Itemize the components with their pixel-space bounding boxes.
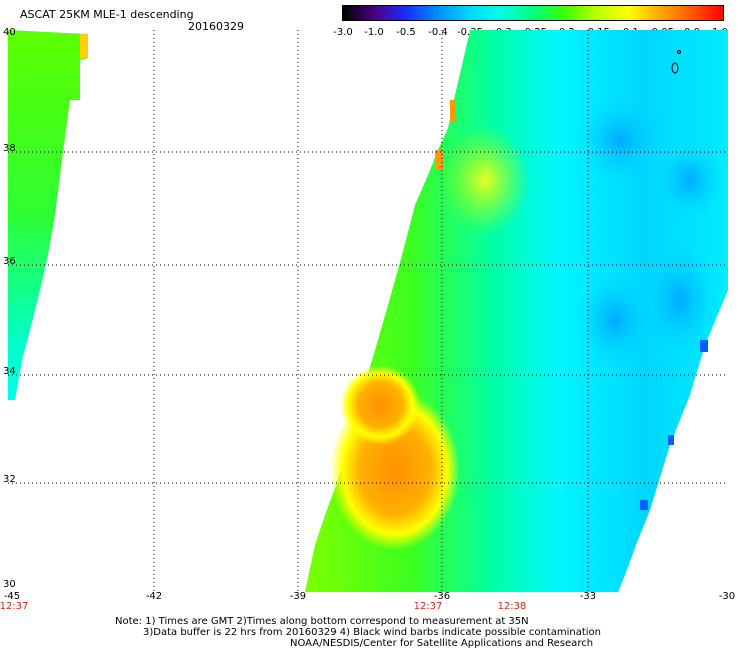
time-label: 12:37 [413,601,443,612]
lat-label: 38 [3,143,16,154]
lon-label: -30 [718,591,736,602]
lat-label: 40 [3,27,16,38]
lat-lon-grid [8,30,728,592]
lat-label: 36 [3,256,16,267]
lat-label: 30 [3,579,16,590]
colorbar-label: -0.5 [396,27,416,38]
time-label: 12:37 [0,601,29,612]
lon-label: -39 [289,591,307,602]
note-line-3: NOAA/NESDIS/Center for Satellite Applica… [290,638,594,649]
left-swath [8,30,88,400]
colorbar-label: -3.0 [333,27,353,38]
wind-barb-marks [671,50,681,74]
lon-label: -36 [433,591,451,602]
lon-label: -45 [3,591,21,602]
note-line-1: Note: 1) Times are GMT 2)Times along bot… [115,616,529,627]
lat-label: 34 [3,366,16,377]
colorbar-label: -0.4 [428,27,448,38]
colorbar [342,5,724,21]
colorbar-label: -1.0 [364,27,384,38]
time-label: 12:38 [497,601,527,612]
lat-label: 32 [3,474,16,485]
product-date: 20160329 [188,20,244,33]
product-title: ASCAT 25KM MLE-1 descending [20,8,194,21]
lon-label: -33 [579,591,597,602]
right-swath [305,30,728,592]
note-line-2: 3)Data buffer is 22 hrs from 20160329 4)… [143,627,601,638]
lon-label: -42 [145,591,163,602]
